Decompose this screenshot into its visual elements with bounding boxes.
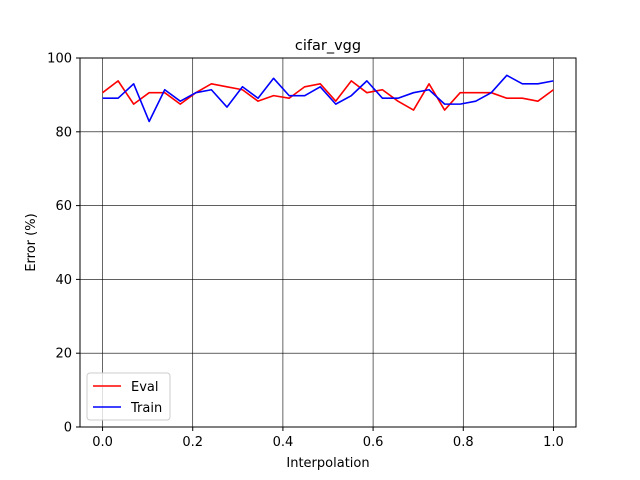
y-tick-label: 100 <box>47 52 72 67</box>
series-line-eval <box>102 80 554 111</box>
y-tick-label: 40 <box>55 273 72 288</box>
series-layer <box>102 74 554 123</box>
legend-label-eval: Eval <box>131 380 159 395</box>
grid <box>80 57 576 428</box>
legend: Eval Train <box>86 372 171 421</box>
chart-title: cifar_vgg <box>295 38 361 54</box>
y-tick-label: 20 <box>55 347 72 362</box>
y-axis-label: Error (%) <box>24 213 39 271</box>
x-tick-label: 1.0 <box>543 435 564 450</box>
ticks: 0.0 0.2 0.4 0.6 0.8 1.0 0 20 40 60 80 100 <box>47 52 564 451</box>
x-tick-label: 0.4 <box>273 435 294 450</box>
x-tick-label: 0.0 <box>92 435 113 450</box>
x-tick-label: 0.6 <box>363 435 384 450</box>
x-tick-label: 0.2 <box>182 435 203 450</box>
plot-frame <box>79 57 577 428</box>
legend-box <box>86 372 171 421</box>
y-tick-label: 60 <box>55 199 72 214</box>
legend-label-train: Train <box>130 401 162 416</box>
series-line-train <box>102 74 554 123</box>
y-tick-label: 80 <box>55 125 72 140</box>
x-tick-label: 0.8 <box>453 435 474 450</box>
x-axis-label: Interpolation <box>286 456 369 471</box>
y-tick-label: 0 <box>64 421 72 436</box>
